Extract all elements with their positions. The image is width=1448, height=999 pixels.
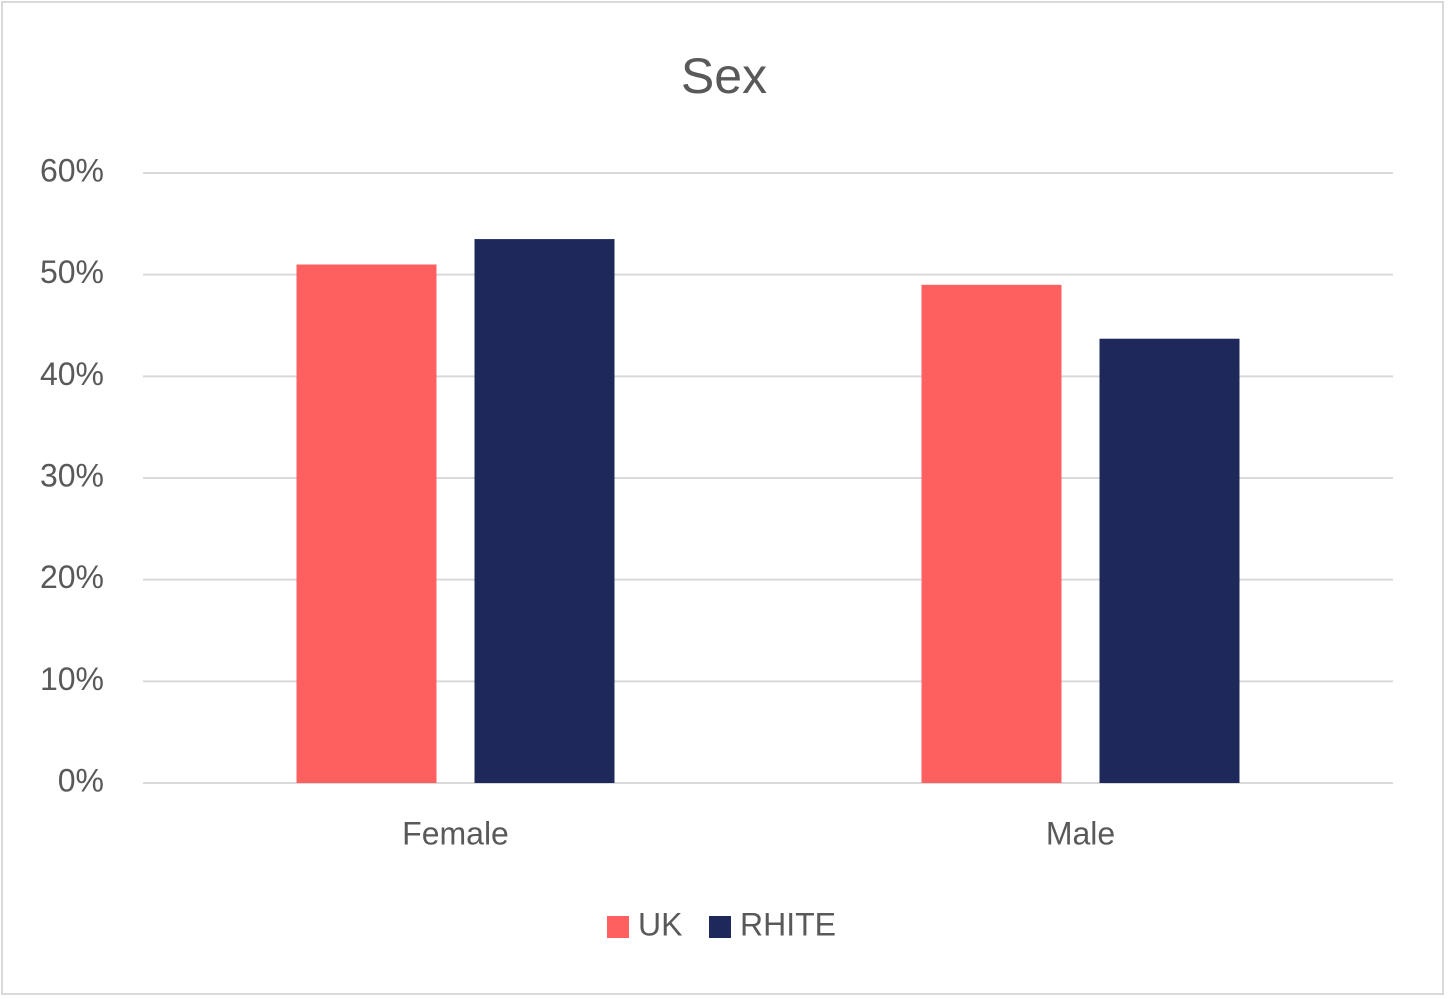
y-tick-label: 10% bbox=[40, 661, 104, 697]
x-tick-label: Female bbox=[402, 815, 509, 851]
y-tick-label: 0% bbox=[58, 762, 104, 798]
legend-swatch bbox=[709, 916, 731, 938]
y-tick-label: 60% bbox=[40, 152, 104, 188]
bar bbox=[1099, 338, 1240, 783]
y-tick-label: 20% bbox=[40, 559, 104, 595]
bar bbox=[296, 264, 437, 783]
y-tick-label: 40% bbox=[40, 356, 104, 392]
bar bbox=[921, 284, 1062, 783]
legend-label: UK bbox=[638, 906, 682, 942]
legend-label: RHITE bbox=[740, 906, 836, 942]
y-tick-label: 30% bbox=[40, 457, 104, 493]
x-tick-label: Male bbox=[1046, 815, 1115, 851]
bar bbox=[474, 239, 615, 784]
legend-swatch bbox=[607, 916, 629, 938]
chart-title: Sex bbox=[681, 48, 767, 104]
y-tick-label: 50% bbox=[40, 254, 104, 290]
